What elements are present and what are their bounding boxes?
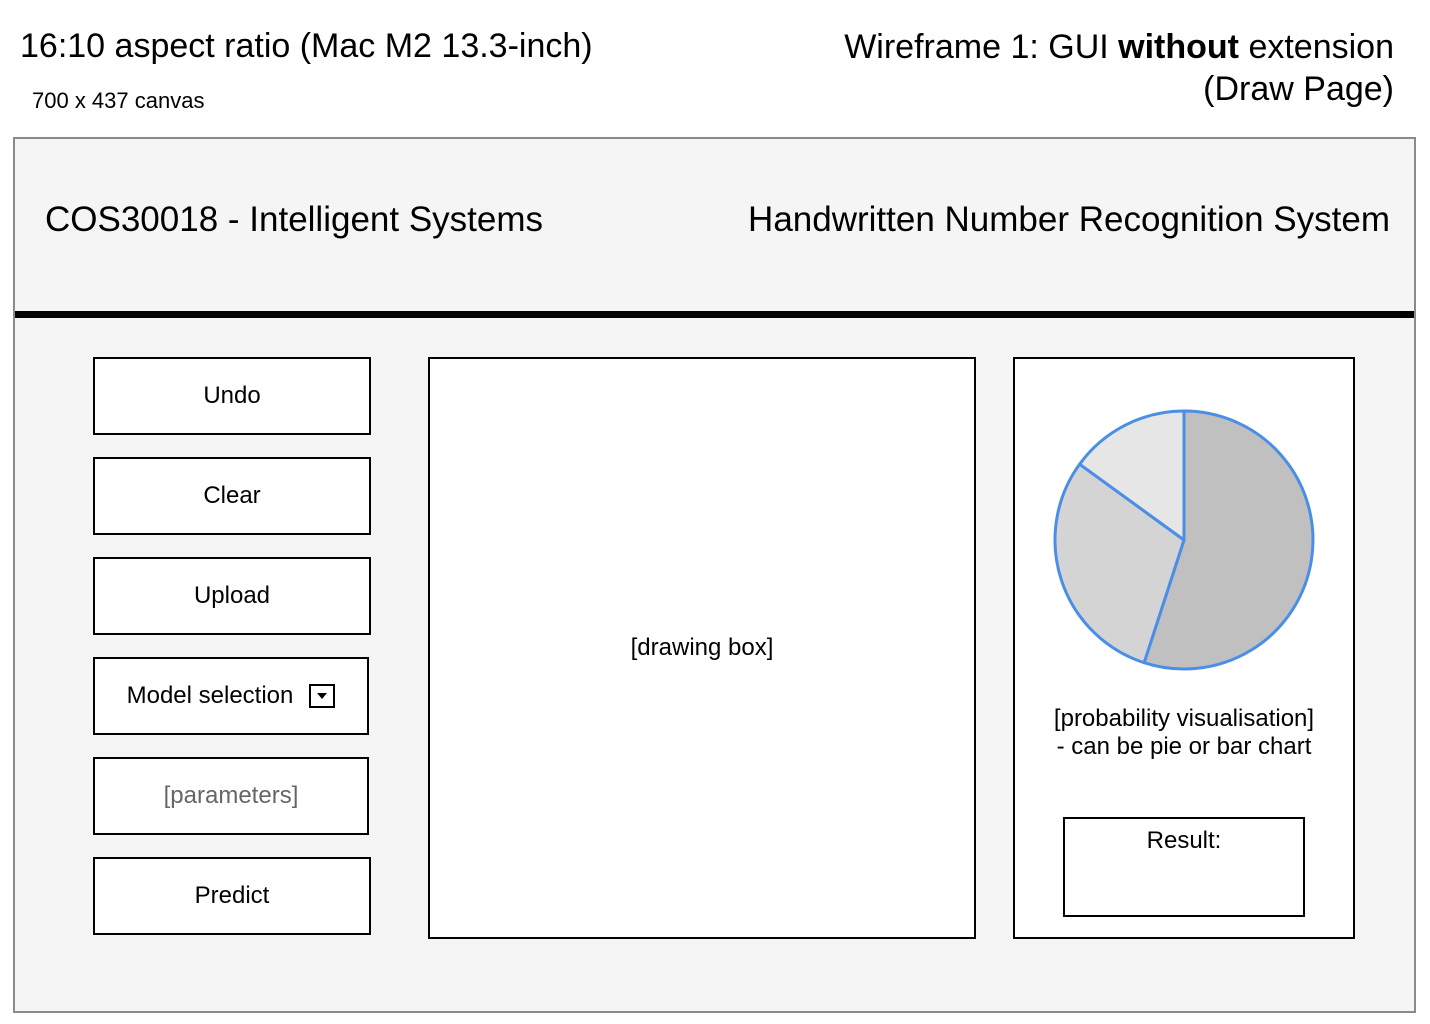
aspect-ratio-note: 16:10 aspect ratio (Mac M2 13.3-inch) (20, 27, 593, 65)
app-window: COS30018 - Intelligent Systems Handwritt… (13, 137, 1416, 1013)
model-selection-label: Model selection (126, 682, 294, 709)
drawing-canvas[interactable]: [drawing box] (428, 357, 976, 939)
canvas-size-note: 700 x 437 canvas (32, 88, 205, 113)
wireframe-subtitle: (Draw Page) (1203, 70, 1394, 108)
probability-caption-line1: [probability visualisation] (1053, 705, 1315, 732)
drawing-box-label: [drawing box] (630, 634, 774, 661)
undo-button[interactable]: Undo (93, 357, 371, 435)
predict-button-label: Predict (194, 882, 270, 909)
pie-slice-1 (1142, 409, 1315, 671)
system-title: Handwritten Number Recognition System (748, 200, 1390, 239)
wireframe-title-prefix: Wireframe 1: GUI (844, 28, 1119, 66)
clear-button[interactable]: Clear (93, 457, 371, 535)
model-selection-dropdown[interactable]: Model selection (93, 657, 369, 735)
pie-slice-2 (1053, 462, 1186, 665)
probability-caption: [probability visualisation] - can be pie… (1015, 705, 1353, 761)
upload-button-label: Upload (193, 582, 271, 609)
parameters-label: [parameters] (163, 782, 299, 809)
undo-button-label: Undo (203, 382, 261, 409)
upload-button[interactable]: Upload (93, 557, 371, 635)
parameters-field[interactable]: [parameters] (93, 757, 369, 835)
wireframe-title-suffix: extension (1239, 28, 1394, 66)
pie-slice-3 (1078, 409, 1186, 542)
header-divider (15, 311, 1414, 318)
course-title: COS30018 - Intelligent Systems (45, 200, 544, 239)
probability-panel: [probability visualisation] - can be pie… (1013, 357, 1355, 939)
probability-pie-chart (1053, 409, 1315, 671)
chevron-down-icon[interactable] (309, 684, 336, 708)
probability-caption-line2: - can be pie or bar chart (1056, 733, 1312, 760)
result-box: Result: (1063, 817, 1305, 917)
clear-button-label: Clear (203, 482, 261, 509)
wireframe-title-bold: without (1118, 28, 1239, 66)
predict-button[interactable]: Predict (93, 857, 371, 935)
wireframe-title: Wireframe 1: GUI without extension (Draw… (844, 26, 1394, 110)
result-label: Result: (1146, 827, 1222, 854)
